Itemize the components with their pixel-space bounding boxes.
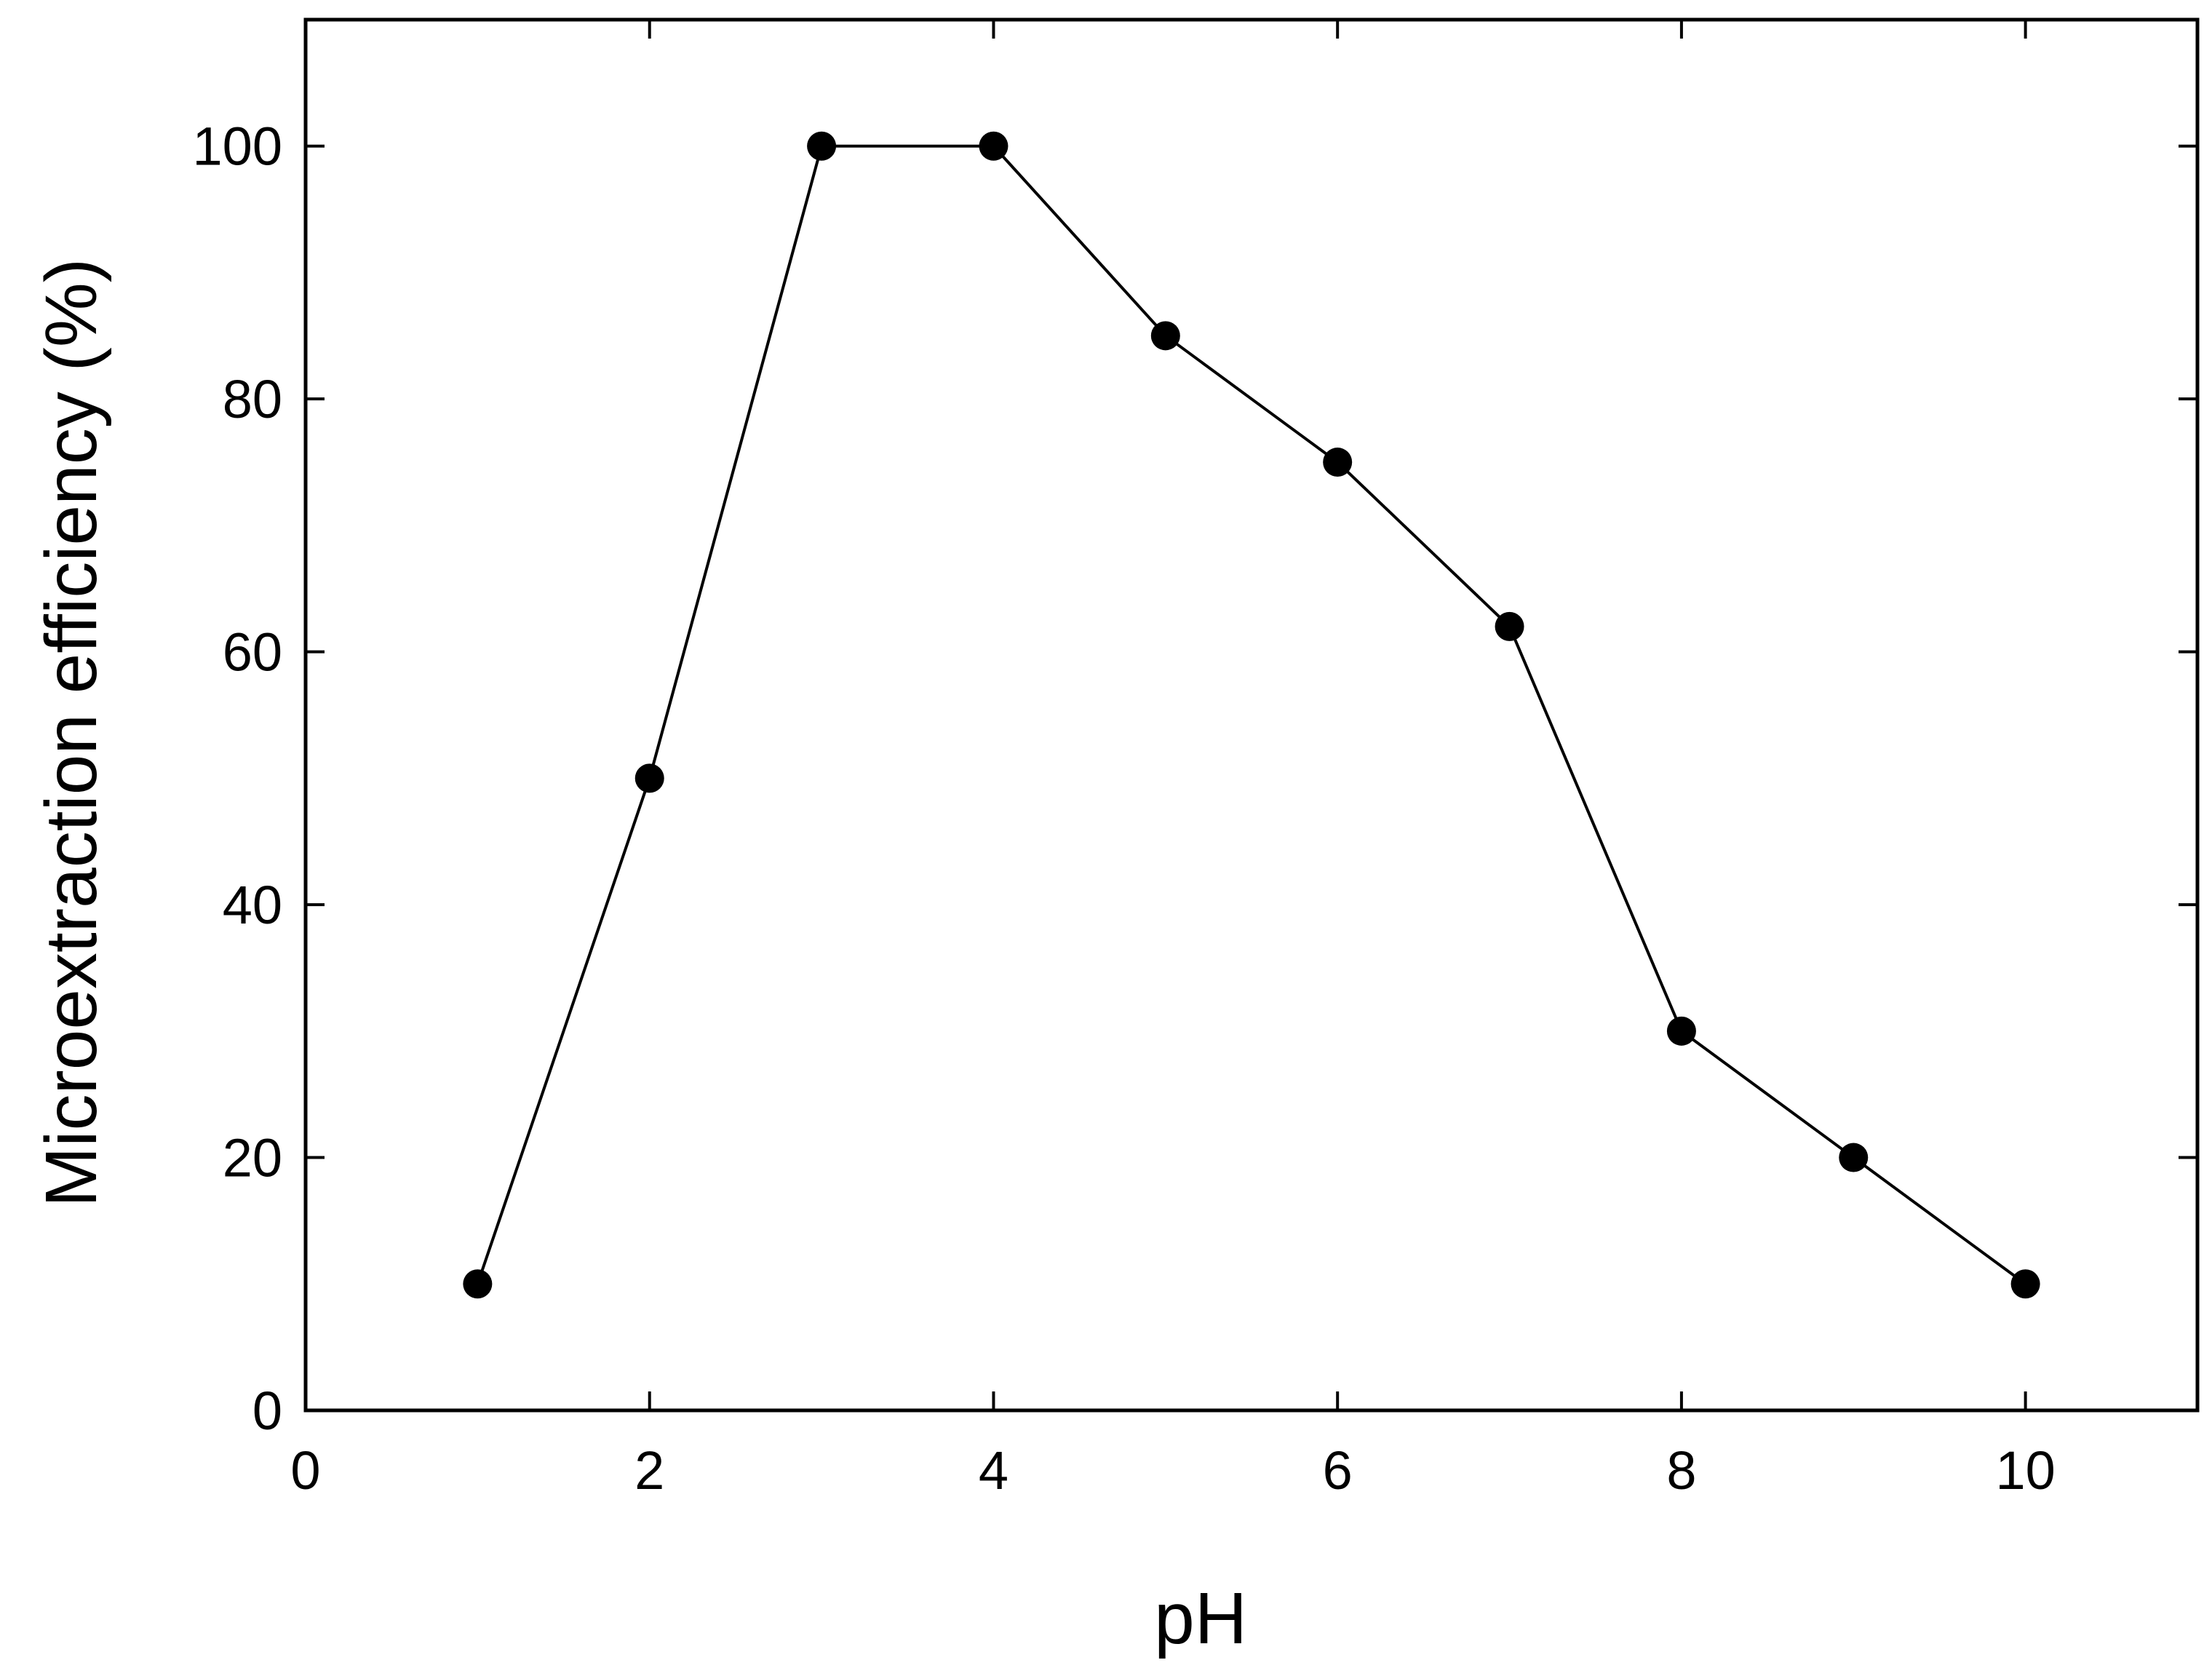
data-point bbox=[979, 131, 1008, 161]
plot-frame bbox=[303, 17, 2200, 1413]
y-tick-label: 100 bbox=[193, 116, 282, 177]
data-point bbox=[2010, 1269, 2040, 1299]
x-tick-label: 2 bbox=[634, 1440, 664, 1501]
data-point bbox=[807, 131, 837, 161]
x-axis-ticks: 0 2 4 6 8 10 bbox=[290, 20, 2056, 1501]
data-series bbox=[463, 131, 2040, 1299]
y-tick-label: 0 bbox=[252, 1381, 282, 1441]
x-axis-title: pH bbox=[1154, 1578, 1247, 1659]
y-tick-label: 80 bbox=[223, 369, 282, 429]
data-point bbox=[1323, 448, 1353, 477]
data-point bbox=[1839, 1143, 1869, 1172]
x-tick-label: 8 bbox=[1666, 1440, 1696, 1501]
y-axis-title: Microextraction efficiency (%) bbox=[31, 258, 112, 1207]
y-tick-label: 40 bbox=[223, 875, 282, 935]
data-point bbox=[634, 763, 664, 793]
y-tick-label: 60 bbox=[223, 622, 282, 683]
x-tick-label: 4 bbox=[979, 1440, 1008, 1501]
x-tick-label: 0 bbox=[290, 1440, 320, 1501]
x-tick-label: 10 bbox=[1995, 1440, 2055, 1501]
y-axis-ticks: 0 20 40 60 80 100 bbox=[193, 116, 2197, 1441]
y-tick-label: 20 bbox=[223, 1128, 282, 1188]
data-point bbox=[1666, 1016, 1696, 1046]
data-point bbox=[463, 1269, 493, 1299]
data-point bbox=[1150, 321, 1180, 351]
x-tick-label: 6 bbox=[1323, 1440, 1353, 1501]
data-point bbox=[1495, 611, 1524, 641]
series-line bbox=[476, 144, 2026, 1285]
